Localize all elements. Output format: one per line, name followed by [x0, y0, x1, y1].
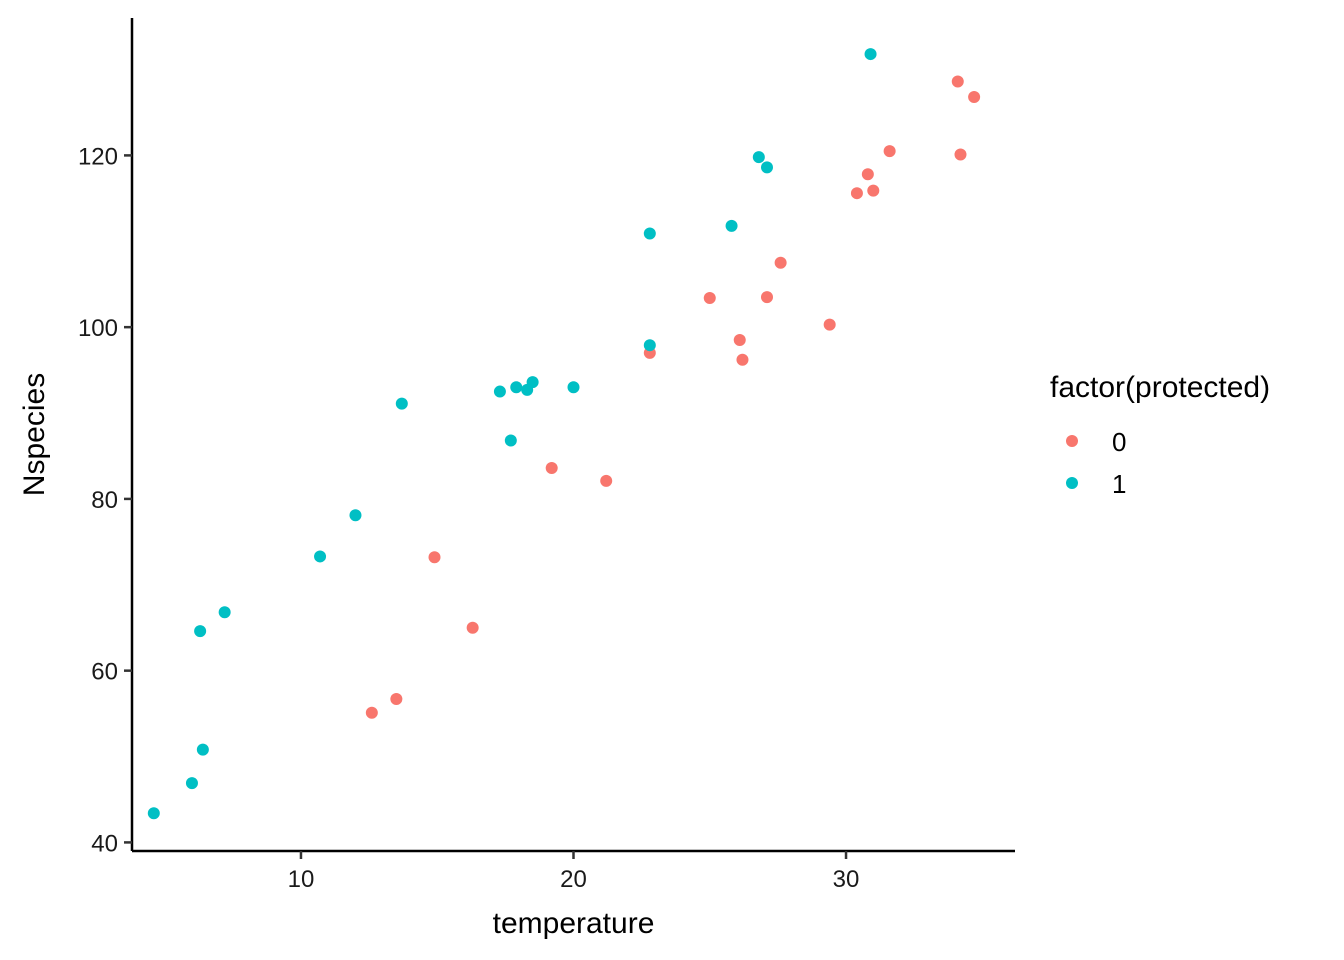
data-point-series-1 — [147, 807, 160, 820]
data-point-series-0 — [545, 461, 558, 474]
legend-label-0: 0 — [1112, 427, 1126, 457]
data-point-series-0 — [774, 256, 787, 269]
data-point-series-0 — [466, 621, 479, 634]
data-point-series-0 — [600, 474, 613, 487]
data-point-series-0 — [365, 706, 378, 719]
x-tick-label: 10 — [288, 866, 315, 893]
y-tick-label: 100 — [78, 315, 118, 342]
y-tick-label: 80 — [91, 487, 118, 514]
x-axis-ticks: 10 20 30 — [288, 851, 860, 893]
y-axis-title: Nspecies — [18, 373, 51, 496]
data-point-series-0 — [954, 148, 967, 161]
y-axis-ticks: 40 60 80 100 120 — [78, 143, 132, 857]
data-point-series-1 — [194, 625, 207, 638]
data-point-series-0 — [823, 318, 836, 331]
x-axis-title: temperature — [493, 907, 655, 940]
data-point-series-1 — [567, 381, 580, 394]
data-point-series-1 — [643, 227, 656, 240]
data-point-series-0 — [951, 75, 964, 88]
data-point-series-0 — [861, 168, 874, 181]
data-point-series-0 — [703, 291, 716, 304]
data-point-series-1 — [643, 339, 656, 352]
data-point-series-1 — [725, 219, 738, 232]
data-point-series-1 — [349, 509, 362, 522]
legend-key-1 — [1066, 477, 1078, 489]
data-point-series-1 — [526, 376, 539, 389]
legend-key-0 — [1066, 435, 1078, 447]
legend: factor(protected) 01 — [1050, 371, 1270, 499]
y-tick-label: 120 — [78, 143, 118, 170]
data-point-series-1 — [314, 550, 327, 563]
data-point-series-0 — [736, 353, 749, 366]
data-point-series-1 — [395, 397, 408, 410]
data-point-series-0 — [867, 184, 880, 197]
y-tick-label: 40 — [91, 830, 118, 857]
data-point-series-1 — [504, 434, 517, 447]
data-point-series-1 — [218, 606, 231, 619]
data-point-series-0 — [390, 692, 403, 705]
data-point-series-1 — [185, 777, 198, 790]
data-point-series-0 — [733, 334, 746, 347]
data-point-series-0 — [968, 91, 981, 104]
x-tick-label: 20 — [560, 866, 587, 893]
data-point-series-1 — [510, 381, 523, 394]
data-point-series-0 — [428, 551, 441, 564]
y-tick-label: 60 — [91, 659, 118, 686]
legend-items: 01 — [1066, 427, 1126, 499]
data-point-series-0 — [883, 145, 896, 158]
data-point-series-1 — [760, 161, 773, 174]
legend-title: factor(protected) — [1050, 371, 1270, 404]
legend-label-1: 1 — [1112, 469, 1126, 499]
data-points — [147, 48, 981, 820]
data-point-series-1 — [864, 48, 877, 61]
x-tick-label: 30 — [833, 866, 860, 893]
data-point-series-1 — [196, 743, 209, 756]
data-point-series-1 — [752, 151, 765, 164]
data-point-series-0 — [760, 291, 773, 304]
data-point-series-0 — [850, 187, 863, 200]
data-point-series-1 — [493, 385, 506, 398]
